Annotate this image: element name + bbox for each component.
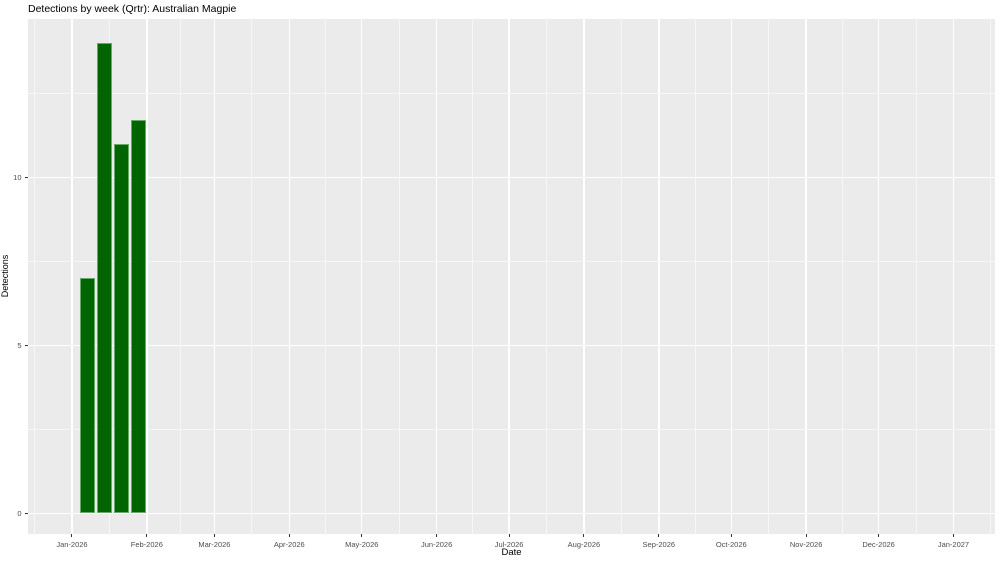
x-minor-gridline	[325, 19, 327, 534]
x-minor-gridline	[34, 19, 36, 534]
y-axis-title: Detections	[0, 254, 10, 298]
x-major-gridline	[952, 19, 955, 534]
x-tick-label: Dec-2026	[862, 540, 895, 549]
x-tick-mark	[508, 533, 510, 537]
x-minor-gridline	[620, 19, 622, 534]
x-minor-gridline	[472, 19, 474, 534]
y-tick-label: 10	[13, 172, 22, 182]
y-major-gridline	[28, 344, 995, 346]
x-minor-gridline	[841, 19, 843, 534]
y-tick-mark	[24, 512, 28, 514]
x-major-gridline	[730, 19, 732, 534]
x-tick-label: Sep-2026	[642, 540, 676, 549]
x-minor-gridline	[251, 19, 253, 534]
bar	[96, 42, 113, 514]
x-major-gridline	[658, 19, 660, 534]
x-tick-label: Jun-2026	[420, 540, 453, 549]
y-major-gridline	[28, 176, 995, 178]
x-axis-title: Date	[501, 547, 522, 558]
x-tick-mark	[71, 533, 73, 537]
x-major-gridline	[877, 19, 880, 534]
x-tick-mark	[952, 533, 954, 537]
y-major-gridline	[28, 512, 995, 515]
x-tick-mark	[658, 533, 660, 537]
x-tick-mark	[436, 533, 438, 537]
x-major-gridline	[146, 19, 148, 534]
plot-panel	[28, 19, 995, 534]
y-tick-mark	[24, 344, 28, 346]
x-major-gridline	[435, 19, 438, 534]
x-tick-label: Jan-2027	[937, 540, 970, 549]
bar	[130, 120, 146, 514]
x-major-gridline	[71, 19, 73, 534]
x-tick-mark	[146, 533, 148, 537]
x-tick-label: Feb-2026	[130, 540, 163, 549]
bar	[113, 143, 130, 514]
x-minor-gridline	[180, 19, 182, 534]
x-tick-mark	[213, 533, 215, 537]
x-major-gridline	[805, 19, 807, 534]
y-tick-label: 5	[17, 340, 22, 350]
x-tick-mark	[583, 533, 585, 537]
chart-title: Detections by week (Qrtr): Australian Ma…	[28, 3, 237, 15]
x-minor-gridline	[546, 19, 548, 534]
x-minor-gridline	[694, 19, 696, 534]
x-tick-label: Mar-2026	[198, 540, 231, 549]
x-tick-label: Jul-2026	[494, 540, 524, 549]
x-tick-mark	[361, 533, 363, 537]
y-tick-mark	[24, 176, 28, 178]
x-tick-mark	[730, 533, 732, 537]
x-tick-label: Jan-2026	[56, 540, 88, 549]
x-tick-mark	[288, 533, 290, 537]
y-minor-gridline	[28, 92, 995, 94]
x-minor-gridline	[990, 19, 992, 534]
x-major-gridline	[288, 19, 290, 534]
x-minor-gridline	[398, 19, 400, 534]
x-major-gridline	[213, 19, 216, 534]
x-tick-mark	[805, 533, 807, 537]
y-tick-label: 0	[17, 508, 22, 518]
y-minor-gridline	[28, 428, 995, 430]
x-minor-gridline	[768, 19, 770, 534]
x-minor-gridline	[915, 19, 917, 534]
x-tick-label: Aug-2026	[567, 540, 601, 549]
x-tick-label: Nov-2026	[789, 540, 823, 549]
x-tick-label: Oct-2026	[715, 540, 747, 549]
x-major-gridline	[361, 19, 363, 534]
x-major-gridline	[508, 19, 510, 534]
x-tick-mark	[878, 533, 880, 537]
x-tick-label: May-2026	[345, 540, 379, 549]
y-minor-gridline	[28, 260, 995, 262]
x-tick-label: Apr-2026	[273, 540, 305, 549]
x-major-gridline	[583, 19, 585, 534]
bar	[80, 278, 96, 514]
